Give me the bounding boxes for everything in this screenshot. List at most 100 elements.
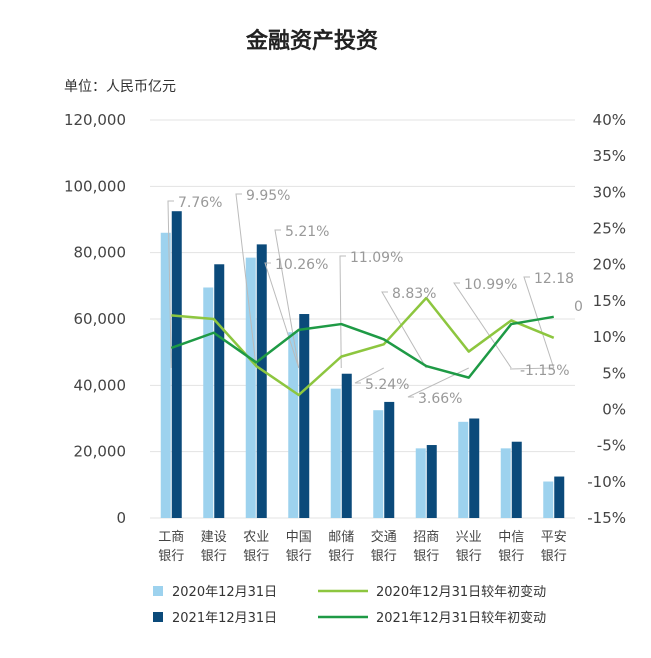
data-label: 8.83% bbox=[392, 286, 436, 302]
bar bbox=[373, 410, 384, 518]
data-label: 10.26% bbox=[275, 257, 328, 273]
data-label: 7.76% bbox=[178, 195, 222, 211]
annotation-connector bbox=[264, 262, 300, 369]
category-label: 平安 bbox=[541, 530, 567, 545]
bar bbox=[160, 232, 171, 518]
category-label: 中信 bbox=[498, 530, 524, 545]
y-left-tick: 100,000 bbox=[64, 177, 126, 195]
bar bbox=[511, 441, 522, 518]
legend-swatch bbox=[153, 586, 163, 596]
y-left-tick: 0 bbox=[116, 509, 126, 527]
y-left-tick: 120,000 bbox=[64, 111, 126, 129]
y-right-tick: 40% bbox=[593, 111, 626, 129]
category-label: 银行 bbox=[158, 549, 184, 564]
data-label: -1.15% bbox=[520, 363, 570, 379]
annotation-connector bbox=[381, 291, 427, 369]
category-label: 邮储 bbox=[328, 530, 354, 545]
bar bbox=[426, 445, 437, 518]
category-label: 银行 bbox=[541, 549, 567, 564]
annotation-connector bbox=[274, 229, 300, 369]
annotation-connectors bbox=[167, 193, 555, 398]
bar bbox=[543, 481, 554, 518]
annotation-connector bbox=[407, 367, 469, 398]
data-label: 5.21% bbox=[285, 224, 329, 240]
legend-entry: 2021年12月31日 bbox=[172, 611, 277, 626]
bar bbox=[341, 373, 352, 518]
y-axis-right: -15% -10% -5% 0% 5% 10% 15% 20% 25% 30% 35% 40% bbox=[587, 111, 626, 527]
bar bbox=[171, 211, 182, 519]
bar bbox=[330, 388, 341, 518]
legend-entry: 2021年12月31日较年初变动 bbox=[376, 610, 546, 626]
series-line bbox=[171, 296, 555, 397]
bar bbox=[554, 476, 565, 518]
chart-title: 金融资产投资 bbox=[245, 28, 378, 54]
bars bbox=[160, 211, 565, 519]
y-left-tick: 60,000 bbox=[74, 310, 127, 328]
y-right-tick: -5% bbox=[597, 437, 626, 455]
y-right-tick: 20% bbox=[593, 256, 626, 274]
category-label: 兴业 bbox=[456, 530, 482, 545]
watermark: 中天华溥管理视野 bbox=[474, 623, 608, 640]
category-label: 工商 bbox=[158, 530, 184, 545]
annotation-connector bbox=[354, 367, 384, 384]
line-series bbox=[170, 296, 555, 397]
category-label: 交通 bbox=[371, 529, 397, 545]
y-right-tick: 35% bbox=[593, 147, 626, 165]
bar bbox=[469, 418, 480, 518]
bar bbox=[288, 332, 299, 518]
category-label: 银行 bbox=[286, 549, 312, 564]
category-label: 银行 bbox=[498, 549, 524, 564]
series-line bbox=[170, 315, 554, 379]
y-right-tick: 15% bbox=[593, 292, 626, 310]
y-axis-left: 0 20,000 40,000 60,000 80,000 100,000 120,000 bbox=[64, 111, 126, 527]
y-right-tick: 10% bbox=[593, 328, 626, 346]
data-label: 9.95% bbox=[246, 188, 290, 204]
category-label: 中国 bbox=[286, 530, 312, 545]
annotation-connector bbox=[167, 200, 174, 369]
watermark-text: 中天华溥管理视野 bbox=[496, 623, 608, 640]
data-label: 3.66% bbox=[418, 391, 462, 407]
bar bbox=[256, 244, 267, 518]
bar bbox=[245, 257, 256, 518]
annotations: 7.76% 9.95% 5.21% 10.26% 11.09% 8.83% 5.24% 3.6… bbox=[178, 188, 583, 407]
y-right-tick: 25% bbox=[593, 220, 626, 238]
annotation-connector bbox=[523, 276, 555, 369]
data-label: 12.18 bbox=[534, 271, 574, 287]
y-left-tick: 20,000 bbox=[74, 443, 127, 461]
bar bbox=[458, 421, 469, 518]
data-label: 0 bbox=[574, 299, 583, 315]
category-label: 银行 bbox=[371, 549, 397, 564]
y-right-tick: -10% bbox=[587, 473, 626, 491]
y-right-tick: 0% bbox=[602, 400, 626, 418]
category-label: 银行 bbox=[201, 549, 227, 564]
data-label: 10.99% bbox=[464, 277, 517, 293]
bar bbox=[384, 401, 395, 518]
category-label: 银行 bbox=[328, 549, 354, 564]
bar bbox=[203, 287, 214, 518]
y-left-tick: 80,000 bbox=[74, 244, 127, 262]
unit-label: 单位：人民币亿元 bbox=[64, 79, 176, 95]
y-right-tick: -15% bbox=[587, 509, 626, 527]
category-label: 银行 bbox=[456, 549, 482, 564]
wechat-icon bbox=[474, 623, 490, 639]
legend-swatch bbox=[153, 612, 163, 622]
category-label: 招商 bbox=[413, 530, 439, 545]
y-left-tick: 40,000 bbox=[74, 376, 127, 394]
legend-entry: 2020年12月31日 bbox=[172, 585, 277, 600]
legend-entry: 2020年12月31日较年初变动 bbox=[376, 584, 546, 600]
legend: 2020年12月31日 2021年12月31日 2020年12月31日较年初变动 20… bbox=[153, 584, 546, 626]
annotation-connector bbox=[453, 282, 512, 369]
category-label: 农业 bbox=[243, 530, 269, 545]
category-label: 银行 bbox=[243, 549, 269, 564]
y-right-tick: 5% bbox=[602, 364, 626, 382]
bar bbox=[299, 314, 310, 518]
annotation-connector bbox=[235, 193, 257, 369]
category-label: 建设 bbox=[201, 530, 227, 545]
annotation-connector bbox=[509, 367, 554, 370]
y-right-tick: 30% bbox=[593, 183, 626, 201]
bar bbox=[415, 448, 426, 518]
category-label: 银行 bbox=[413, 549, 439, 564]
bar bbox=[214, 264, 225, 518]
